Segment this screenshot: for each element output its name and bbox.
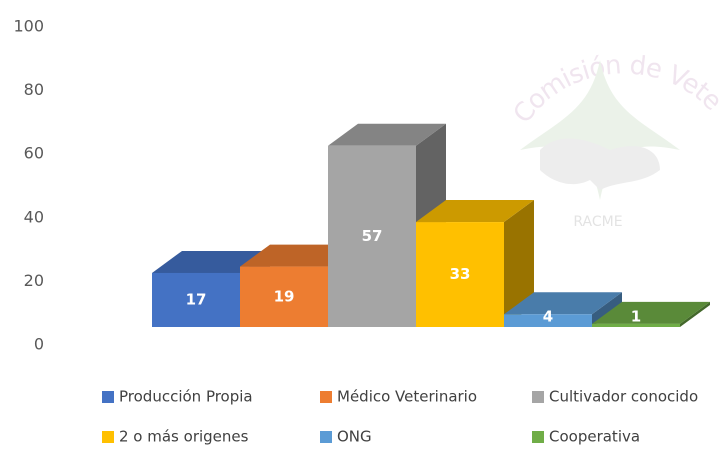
legend-swatch — [320, 391, 332, 403]
value-label: 19 — [274, 287, 295, 305]
legend-label: Cooperativa — [549, 428, 640, 446]
value-label: 17 — [186, 290, 207, 308]
legend-label: Médico Veterinario — [337, 388, 477, 406]
legend-swatch — [532, 431, 544, 443]
legend-label: Producción Propia — [119, 388, 253, 406]
value-label: 57 — [362, 227, 383, 245]
legend-swatch — [102, 431, 114, 443]
legend-label: Cultivador conocido — [549, 388, 698, 406]
y-tick-label: 60 — [24, 144, 44, 163]
value-label: 1 — [631, 308, 641, 326]
value-label: 4 — [543, 308, 553, 326]
legend-swatch — [320, 431, 332, 443]
y-tick-label: 100 — [13, 17, 44, 36]
legend-label: 2 o más origenes — [119, 428, 249, 446]
chart: Comisión de Veterinaria RACME 0204060801… — [0, 0, 726, 449]
y-tick-label: 40 — [24, 207, 44, 226]
y-tick-label: 0 — [34, 335, 44, 354]
legend-swatch — [102, 391, 114, 403]
legend-swatch — [532, 391, 544, 403]
y-tick-label: 80 — [24, 80, 44, 99]
y-tick-label: 20 — [24, 271, 44, 290]
value-label: 33 — [450, 265, 471, 283]
watermark-label: RACME — [573, 214, 622, 230]
legend-label: ONG — [337, 428, 372, 446]
